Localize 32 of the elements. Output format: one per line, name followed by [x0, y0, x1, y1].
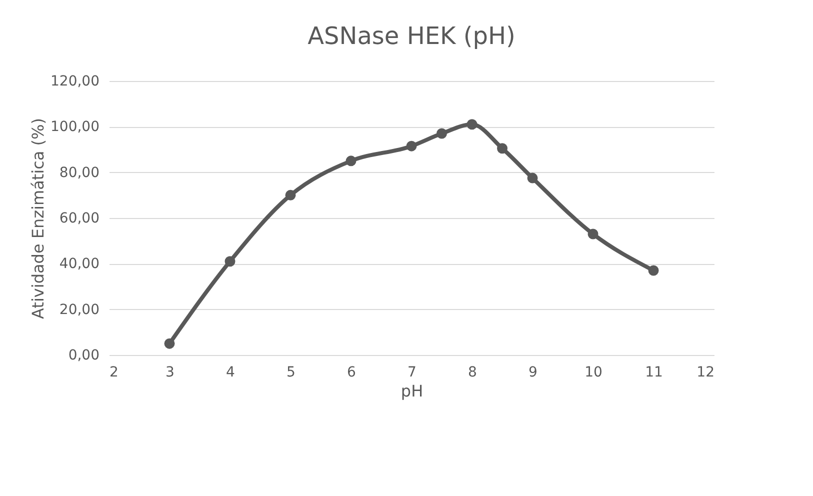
point — [164, 338, 175, 349]
chart-title: ASNase HEK (pH) — [308, 22, 516, 50]
point — [648, 265, 659, 276]
point — [346, 156, 356, 166]
x-tick-label: 12 — [696, 364, 714, 380]
x-tick-label: 9 — [528, 364, 538, 380]
y-tick-label: 40,00 — [59, 256, 100, 272]
point — [466, 119, 478, 130]
x-tick-label: 2 — [110, 364, 118, 380]
y-tick-label: 80,00 — [59, 164, 100, 181]
y-tick-label: 60,00 — [59, 210, 100, 226]
x-tick-label: 11 — [645, 364, 663, 380]
x-tick-label: 6 — [347, 364, 356, 380]
x-axis-title: pH — [400, 382, 424, 400]
point — [406, 140, 417, 152]
point — [497, 143, 508, 154]
y-tick-label: 0,00 — [68, 348, 100, 364]
y-tick-label: 100,00 — [50, 119, 100, 136]
point — [436, 128, 447, 139]
point — [285, 190, 296, 200]
point — [588, 228, 598, 240]
x-tick-label: 3 — [166, 364, 174, 380]
x-tick-label: 5 — [286, 364, 296, 380]
x-tick-label: 10 — [584, 364, 602, 380]
point — [527, 172, 538, 184]
x-tick-label: 4 — [226, 364, 236, 380]
y-axis-title: Atividade Enzimática (%) — [28, 118, 48, 319]
y-tick-label: 20,00 — [59, 302, 100, 318]
point — [224, 256, 236, 267]
x-tick-label: 7 — [408, 364, 416, 380]
x-tick-label: 8 — [468, 364, 477, 380]
y-tick-label: 120,00 — [50, 74, 100, 90]
